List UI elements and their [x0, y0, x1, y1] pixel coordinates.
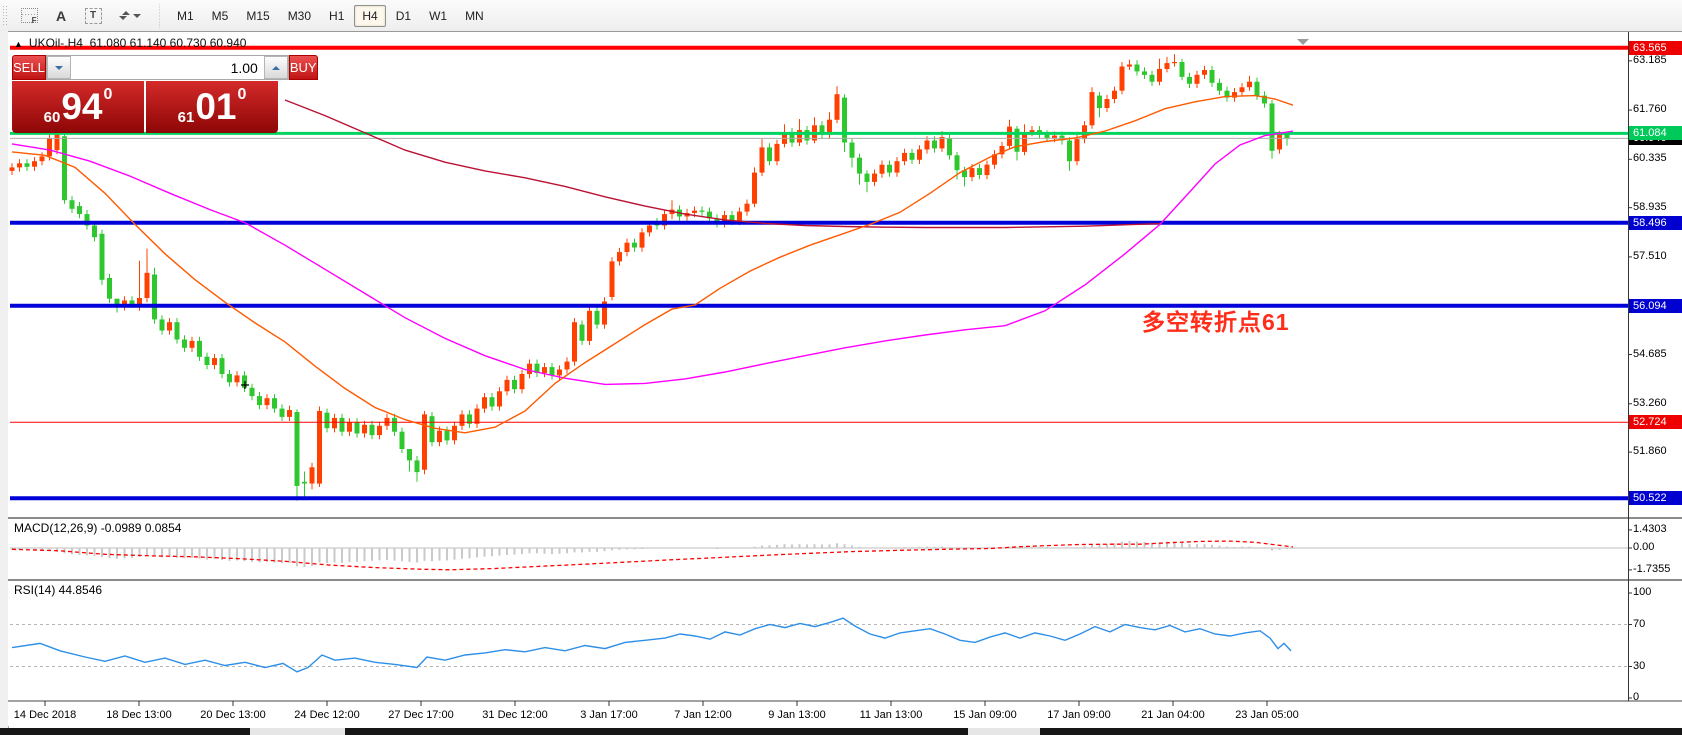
macd-signal-line: [11, 540, 1294, 571]
buy-price-point: 0: [237, 86, 247, 103]
rsi-scale-70: 70: [1633, 617, 1646, 630]
plus-marker: [241, 381, 249, 389]
rsi-line: [11, 617, 1292, 673]
date-label: 27 Dec 17:00: [388, 709, 454, 721]
date-label: 11 Jan 13:00: [859, 709, 923, 721]
macd-label: MACD(12,26,9) -0.0989 0.0854: [14, 521, 182, 535]
sell-price-pips: 94: [61, 86, 103, 127]
volume-increase-button[interactable]: [263, 56, 288, 79]
date-label: 3 Jan 17:00: [580, 709, 638, 721]
sell-price-point: 0: [103, 86, 113, 103]
volume-spinner: [45, 55, 289, 80]
tf-button-D1[interactable]: D1: [395, 8, 412, 23]
candlestick-series: [9, 54, 1290, 501]
arrow-objects-icon[interactable]: [111, 3, 149, 29]
rsi-label: RSI(14) 44.8546: [14, 583, 103, 597]
date-label: 31 Dec 12:00: [482, 709, 548, 721]
date-label: 14 Dec 2018: [13, 709, 77, 721]
macd-scale--1.7355: -1.7355: [1633, 562, 1671, 575]
grid-f-icon[interactable]: F: [15, 3, 43, 29]
symbol-timeframe: UKOil-,H4: [28, 36, 83, 50]
date-label: 17 Jan 09:00: [1047, 709, 1111, 721]
tf-button-W1[interactable]: W1: [429, 8, 448, 23]
ma-slow-line: [284, 99, 1161, 229]
buy-button[interactable]: BUY: [288, 55, 318, 80]
rsi-scale-30: 30: [1633, 659, 1646, 672]
tf-button-H4[interactable]: H4: [354, 4, 386, 27]
date-label: 18 Dec 13:00: [106, 709, 172, 721]
chart-shift-marker-icon[interactable]: [1297, 39, 1309, 51]
one-click-trading-panel: SELL BUY 60 94 0 61 01 0: [12, 55, 318, 133]
price-tick-54.685: 54.685: [1633, 347, 1667, 360]
tf-button-M30[interactable]: M30: [287, 8, 312, 23]
macd-scale-1.4303: 1.4303: [1633, 522, 1667, 535]
price-tick-60.335: 60.335: [1633, 152, 1667, 165]
timeframe-toolbar: M1 M5 M15 M30 H1 H4 D1 W1 MN: [168, 4, 493, 27]
ohlc-readout: 61.080 61.140 60.730 60.940: [89, 36, 247, 50]
bottom-edge-strip: [0, 728, 1682, 735]
price-badge-63.565: 63.565: [1629, 40, 1682, 55]
date-label: 24 Dec 12:00: [294, 709, 360, 721]
date-label: 23 Jan 05:00: [1235, 709, 1299, 721]
tf-button-M5[interactable]: M5: [211, 8, 229, 23]
price-badge-50.522: 50.522: [1629, 491, 1682, 506]
price-tick-57.510: 57.510: [1633, 249, 1667, 262]
price-tick-53.260: 53.260: [1633, 396, 1667, 409]
buy-price-pips: 01: [195, 86, 237, 127]
price-badge-56.094: 56.094: [1629, 298, 1682, 313]
buy-price-box[interactable]: 61 01 0: [146, 81, 278, 133]
sell-button[interactable]: SELL: [12, 55, 46, 80]
rsi-scale-0: 0: [1633, 691, 1640, 703]
toolbar-drag-handle[interactable]: [2, 4, 9, 27]
sell-price-box[interactable]: 60 94 0: [12, 81, 144, 133]
ma-fast-line: [11, 94, 1294, 434]
volume-decrease-button[interactable]: [46, 56, 71, 79]
date-label: 15 Jan 09:00: [953, 709, 1017, 721]
date-label: 9 Jan 13:00: [768, 709, 826, 721]
chevron-down-icon[interactable]: [132, 14, 141, 22]
rsi-scale-100: 100: [1633, 586, 1652, 598]
collapse-panel-icon[interactable]: ▲: [14, 39, 23, 49]
date-label: 7 Jan 12:00: [674, 709, 732, 721]
price-badge-52.724: 52.724: [1629, 415, 1682, 430]
sell-price-whole: 60: [43, 109, 61, 126]
volume-input[interactable]: [70, 56, 264, 79]
toolbar-separator: [157, 3, 162, 28]
toolbar: F A T M1 M5 M15 M30 H1 H4 D1 W1 MN: [0, 0, 1682, 32]
tf-button-M15[interactable]: M15: [246, 8, 270, 23]
date-label: 21 Jan 04:00: [1141, 709, 1205, 721]
tf-button-M1[interactable]: M1: [177, 8, 194, 23]
text-label-t-icon[interactable]: T: [79, 3, 107, 29]
strip-gap: [968, 728, 1040, 735]
price-tick-61.760: 61.760: [1633, 103, 1667, 116]
price-badge-61.084: 61.084: [1629, 126, 1682, 141]
strip-gap: [250, 728, 345, 735]
ma-mid-line: [11, 130, 1294, 386]
text-a-icon[interactable]: A: [55, 7, 67, 24]
price-badge-58.496: 58.496: [1629, 215, 1682, 230]
price-tick-51.860: 51.860: [1633, 445, 1667, 458]
tf-button-H1[interactable]: H1: [329, 8, 345, 23]
tf-button-MN[interactable]: MN: [465, 8, 484, 23]
buy-price-whole: 61: [177, 109, 195, 126]
chart-title: ▲ UKOil-,H4 61.080 61.140 60.730 60.940: [14, 36, 246, 50]
date-label: 20 Dec 13:00: [200, 709, 266, 721]
price-tick-63.185: 63.185: [1633, 53, 1667, 66]
price-tick-58.935: 58.935: [1633, 200, 1667, 213]
macd-scale-0.00: 0.00: [1633, 541, 1655, 553]
chart-text-annotation: 多空转折点61: [1142, 309, 1290, 335]
